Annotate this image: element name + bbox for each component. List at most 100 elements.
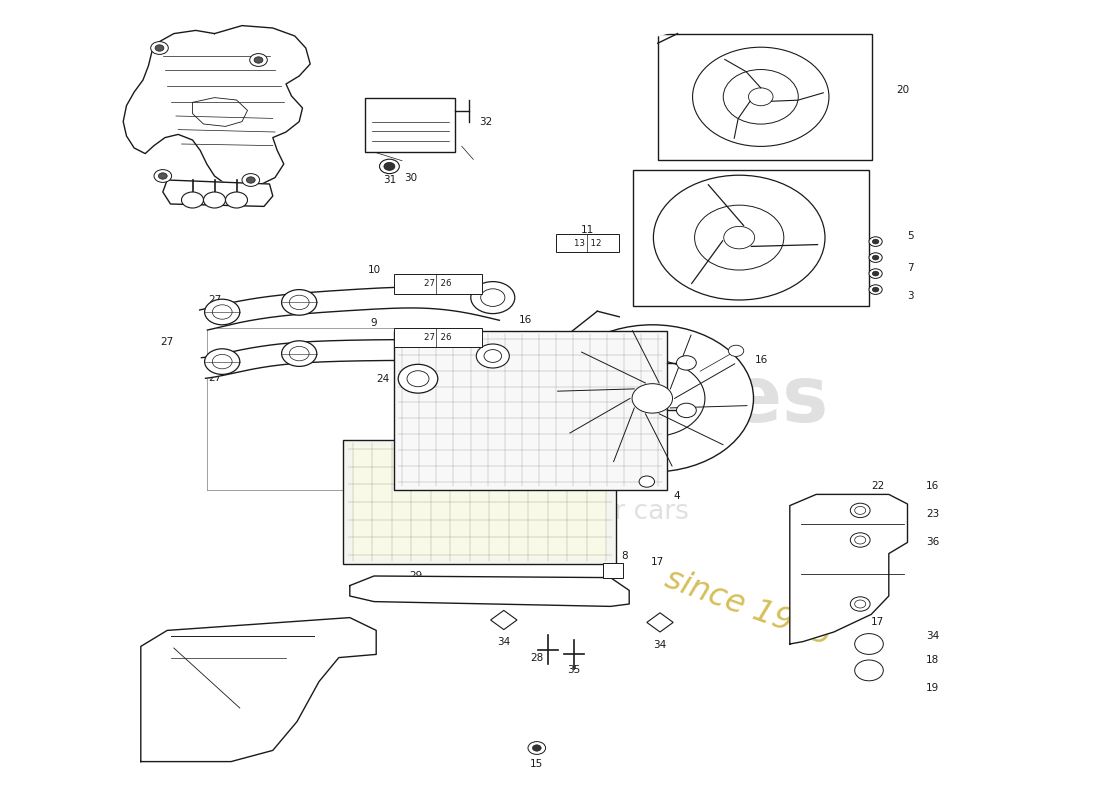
Circle shape [528,742,546,754]
Text: 18: 18 [926,655,939,665]
Text: 27: 27 [208,373,221,382]
Bar [352,446,607,558]
Circle shape [676,403,696,418]
Circle shape [693,47,829,146]
Circle shape [182,192,204,208]
Text: 33: 33 [433,348,447,358]
Circle shape [246,177,255,183]
Polygon shape [163,180,273,206]
Bar [365,98,455,152]
Text: 27  26: 27 26 [425,279,452,289]
Polygon shape [350,576,629,606]
Text: 27: 27 [208,295,221,305]
Text: 9: 9 [371,318,377,328]
Circle shape [204,192,226,208]
Bar [343,440,616,564]
Text: 21: 21 [717,402,730,412]
Text: 16: 16 [755,354,768,365]
Circle shape [869,269,882,278]
Text: 13  12: 13 12 [574,238,601,248]
Polygon shape [491,610,517,630]
Text: a passion for cars: a passion for cars [455,499,689,525]
Bar [394,328,482,347]
Text: 35: 35 [568,666,581,675]
Text: 25: 25 [473,348,486,358]
Circle shape [205,299,240,325]
Circle shape [205,349,240,374]
Circle shape [872,255,879,260]
Circle shape [476,344,509,368]
Text: 34: 34 [497,638,510,647]
Text: 15: 15 [530,759,543,769]
Circle shape [869,253,882,262]
Text: 2: 2 [742,390,749,399]
Text: 17: 17 [871,618,884,627]
Polygon shape [123,26,310,188]
Circle shape [155,45,164,51]
Text: 22: 22 [871,482,884,491]
Bar [603,563,623,578]
Bar [394,274,482,294]
Polygon shape [141,618,376,762]
Text: 11: 11 [581,226,594,235]
Circle shape [226,192,248,208]
Text: 5: 5 [908,231,914,241]
Circle shape [151,42,168,54]
Text: eurores: eurores [492,362,828,438]
Circle shape [398,364,438,393]
Text: since 1985: since 1985 [661,563,835,653]
Circle shape [551,325,754,472]
Circle shape [872,287,879,292]
Circle shape [282,341,317,366]
Circle shape [855,634,883,654]
Circle shape [379,159,399,174]
Circle shape [850,503,870,518]
Polygon shape [790,494,908,644]
Text: 3: 3 [908,291,914,301]
Circle shape [653,175,825,300]
Circle shape [154,170,172,182]
Text: 23: 23 [926,509,939,518]
Circle shape [632,384,672,413]
Text: 32: 32 [480,117,493,127]
Polygon shape [647,613,673,632]
Circle shape [282,290,317,315]
Text: 29: 29 [409,571,422,581]
Text: 24: 24 [376,374,389,384]
Bar [394,331,667,490]
Text: 28: 28 [530,653,543,662]
Polygon shape [199,287,508,330]
Circle shape [869,285,882,294]
Circle shape [254,57,263,63]
Text: 36: 36 [926,538,939,547]
Circle shape [600,360,705,437]
Circle shape [850,597,870,611]
Bar [632,170,869,306]
Text: 10: 10 [367,265,381,274]
Circle shape [748,88,773,106]
Text: 17: 17 [651,557,664,566]
Text: 7: 7 [908,263,914,273]
Circle shape [872,239,879,244]
Circle shape [724,226,755,249]
Circle shape [532,745,541,751]
Text: 23: 23 [717,354,730,365]
Text: 34: 34 [926,631,939,641]
Circle shape [728,346,744,357]
Circle shape [639,476,654,487]
Circle shape [850,533,870,547]
Text: 1: 1 [558,354,564,363]
Circle shape [471,282,515,314]
Text: 4: 4 [673,491,680,501]
Text: 34: 34 [653,640,667,650]
Circle shape [869,237,882,246]
Text: 27: 27 [161,338,174,347]
Text: 19: 19 [926,683,939,693]
Text: 8: 8 [621,551,628,561]
Bar [658,34,872,160]
Bar [556,234,619,252]
Circle shape [694,205,784,270]
Circle shape [676,356,696,370]
Text: 27  26: 27 26 [425,333,452,342]
Polygon shape [201,340,519,378]
